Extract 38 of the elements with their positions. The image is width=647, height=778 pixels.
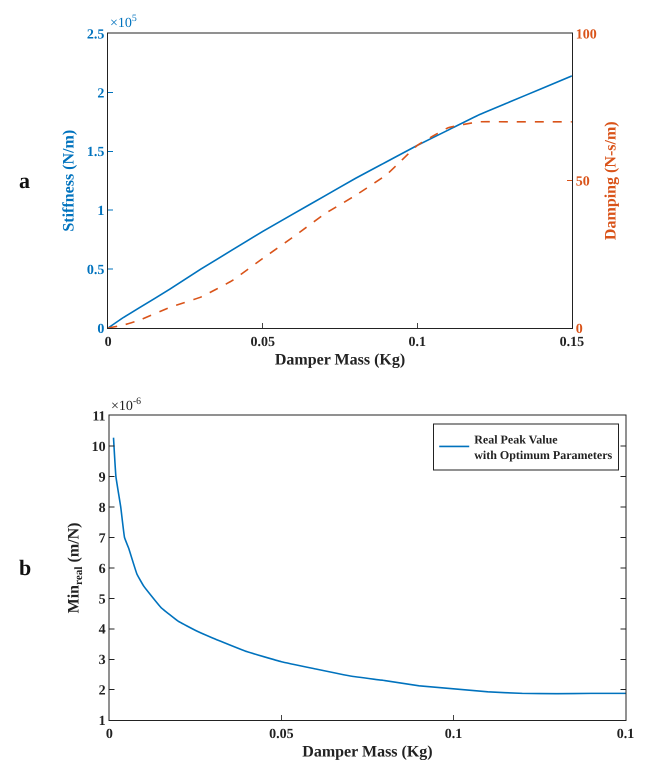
legend-label: Real Peak Value with Optimum Parameters [474,432,613,462]
y2-tick-label: 50 [576,174,590,190]
y-tick-label: 1 [97,204,104,220]
y-tick-label: 11 [92,410,106,425]
y-tick-label: 8 [98,500,106,516]
y-tick-label: 2 [97,86,104,102]
line-series [112,436,626,694]
y-tick-label: 3 [98,653,106,668]
y-tick-label: 6 [98,562,106,577]
x-tick-label: 0.05 [250,334,275,350]
text: ×10$^{-6}$ [111,396,142,414]
x-tick-label: 0.1 [444,726,462,742]
y-tick-label: 1.5 [86,145,104,160]
y-tick-label: 1 [98,714,106,730]
x-tick-label: 0.1 [616,726,634,742]
y2-tick-label: 100 [576,27,597,42]
x-tick-label: 0.1 [408,334,426,350]
y-tick-label: 7 [98,531,106,546]
line-series [108,120,572,328]
y-tick-label: 9 [98,470,106,486]
line-series [108,75,572,328]
y-tick-label: 2 [98,684,106,699]
y2-tick-label: 0 [576,322,583,337]
x-axis-title: Damper Mass (Kg) [302,744,433,761]
y-tick-label: 10 [92,440,106,456]
text: b [19,555,32,580]
y-axis-title: Stiffness (N/m) [60,130,78,232]
y-tick-label: 2.5 [86,27,104,42]
y-tick-label: 5 [98,592,106,608]
x-tick-label: 0.05 [269,726,294,742]
text: a [19,168,30,193]
x-axis-title: Damper Mass (Kg) [274,351,406,368]
y-tick-label: 0 [97,322,104,337]
y2-axis-title: Damping (N-s/m) [602,121,620,240]
y-tick-label: 4 [98,622,106,638]
text: ×10$^{5}$ [110,13,137,31]
x-tick-label: 0.15 [560,334,584,350]
y-tick-label: 0.5 [86,262,104,278]
